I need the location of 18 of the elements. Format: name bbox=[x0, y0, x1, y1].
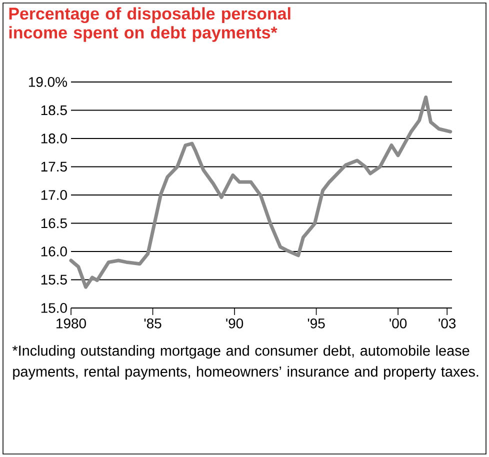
x-tick-label: '85 bbox=[144, 318, 162, 328]
y-tick-label: 16.0 bbox=[41, 246, 67, 256]
x-tick-label: '90 bbox=[226, 318, 244, 328]
y-tick-label: 15.5 bbox=[41, 274, 67, 285]
y-tick-label: 16.5 bbox=[41, 218, 67, 228]
y-tick-label: 18.5 bbox=[41, 105, 67, 116]
chart-title: Percentage of disposable personal income spent on debt payments* bbox=[9, 7, 290, 42]
y-tick-label: 17.0 bbox=[41, 190, 67, 200]
line-series bbox=[69, 95, 452, 289]
x-tick-label: '03 bbox=[438, 318, 456, 328]
text: *Including outstanding mortgage and consumer debt, automobile lease payments, rental payments, homeowners’ insurance and property taxes. bbox=[12, 345, 478, 380]
y-tick-label: 17.5 bbox=[41, 162, 67, 172]
x-tick-label: '95 bbox=[308, 318, 325, 328]
y-tick-label: 18.0 bbox=[41, 134, 67, 144]
x-tick-label: '00 bbox=[390, 318, 407, 328]
y-tick-label: 15.0 bbox=[41, 303, 67, 313]
x-tick-label: 1980 bbox=[56, 318, 86, 328]
y-tick-label: 19.0% bbox=[29, 77, 67, 87]
